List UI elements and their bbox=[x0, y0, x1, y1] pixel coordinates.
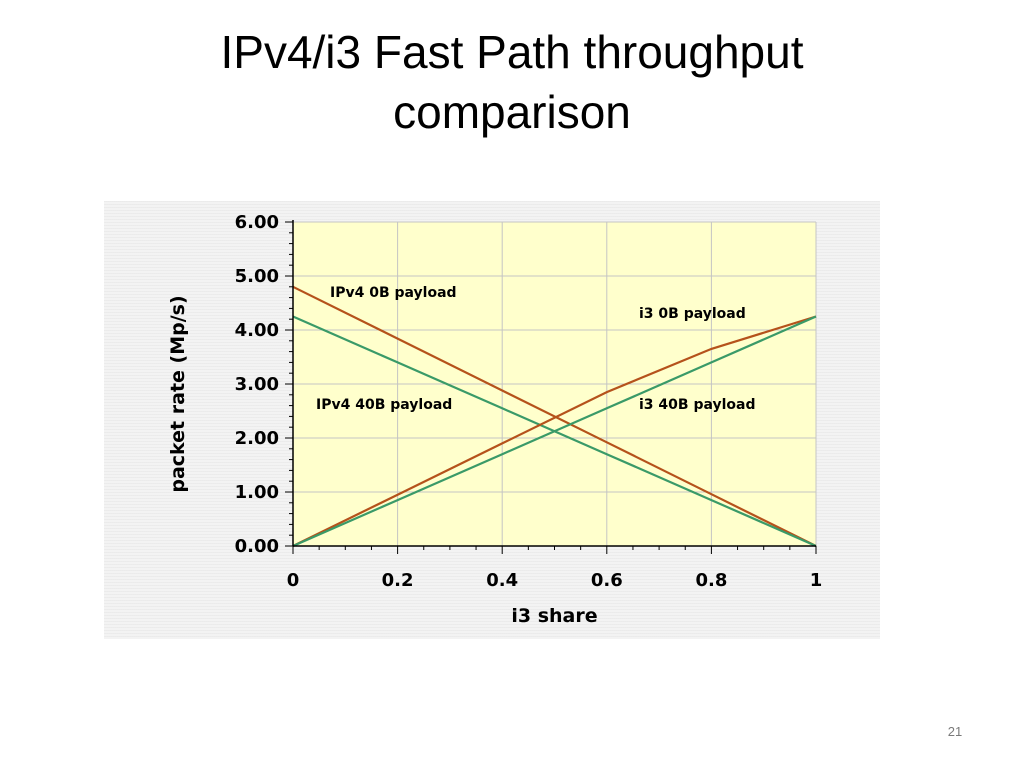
series-label-1: IPv4 40B payload bbox=[316, 397, 452, 413]
y-tick-label: 1.00 bbox=[235, 482, 279, 503]
series-line-2 bbox=[292, 315, 817, 547]
y-tick-label: 4.00 bbox=[235, 320, 279, 341]
y-tick-label: 0.00 bbox=[235, 536, 279, 557]
x-tick-label: 0.4 bbox=[486, 570, 518, 591]
y-axis-title: packet rate (Mp/s) bbox=[167, 295, 189, 492]
series-line-3 bbox=[292, 315, 817, 548]
y-tick-label: 6.00 bbox=[235, 212, 279, 233]
series-label-0: IPv4 0B payload bbox=[330, 285, 457, 301]
series-label-2: i3 0B payload bbox=[639, 306, 746, 322]
x-tick-label: 0.2 bbox=[382, 570, 414, 591]
y-tick-label: 3.00 bbox=[235, 374, 279, 395]
slide-title: IPv4/i3 Fast Path throughput comparison bbox=[220, 26, 804, 138]
line-chart: 0.00 1.00 2.00 3.00 4.00 5.00 6.00 0 0.2 0.4 0.6 0.… bbox=[167, 212, 823, 627]
series-label-3: i3 40B payload bbox=[639, 397, 756, 413]
x-tick-label: 0.8 bbox=[695, 570, 727, 591]
x-tick-label: 0 bbox=[287, 570, 300, 591]
y-tick-label: 2.00 bbox=[235, 428, 279, 449]
y-tick-label: 5.00 bbox=[235, 266, 279, 287]
series-line-0 bbox=[292, 285, 817, 547]
chart-panel: 0.00 1.00 2.00 3.00 4.00 5.00 6.00 0 0.2 0.4 0.6 0.… bbox=[104, 201, 880, 639]
x-tick-label: 1 bbox=[810, 570, 823, 591]
x-tick-label: 0.6 bbox=[591, 570, 623, 591]
slide-number: 21 bbox=[947, 724, 963, 739]
x-axis-title: i3 share bbox=[511, 605, 597, 627]
